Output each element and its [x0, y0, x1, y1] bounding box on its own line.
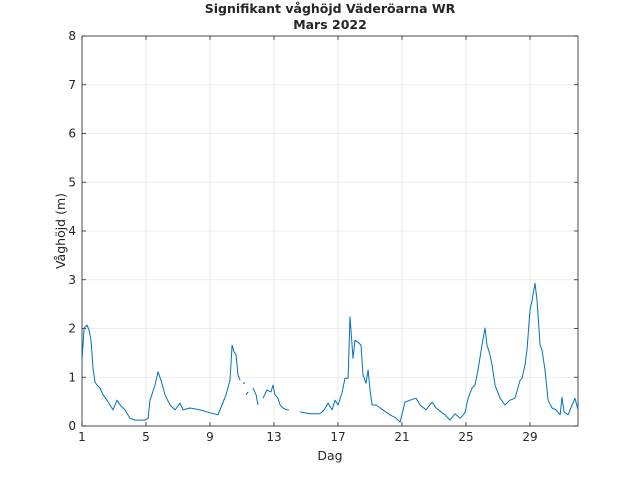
x-axis-label: Dag: [317, 448, 342, 463]
x-tick-label: 5: [142, 430, 150, 444]
series-line-segment: [300, 282, 579, 423]
series-line-segment: [252, 387, 259, 406]
x-tick-label: 9: [206, 430, 214, 444]
chart-subtitle: Mars 2022: [293, 17, 367, 32]
x-tick-label: 25: [458, 430, 473, 444]
x-tick-label: 29: [522, 430, 537, 444]
y-axis-label: Våghöjd (m): [53, 193, 68, 269]
x-tick-label: 21: [394, 430, 409, 444]
y-tick-label: 0: [68, 419, 76, 433]
y-tick-label: 5: [68, 175, 76, 189]
y-tick-label: 6: [68, 127, 76, 141]
x-tick-label: 13: [266, 430, 281, 444]
series-point: [243, 382, 245, 384]
x-tick-label: 1: [78, 430, 86, 444]
y-tick-label: 8: [68, 29, 76, 43]
y-tick-label: 7: [68, 78, 76, 92]
y-tick-label: 1: [68, 370, 76, 384]
series-group: [81, 282, 579, 423]
series-line-segment: [262, 384, 289, 411]
y-tick-label: 3: [68, 273, 76, 287]
series-line-segment: [81, 324, 241, 421]
x-tick-label: 17: [330, 430, 345, 444]
series-line-segment: [245, 391, 249, 396]
chart-title: Signifikant våghöjd Väderöarna WR: [205, 1, 456, 16]
y-tick-label: 2: [68, 322, 76, 336]
y-tick-label: 4: [68, 224, 76, 238]
